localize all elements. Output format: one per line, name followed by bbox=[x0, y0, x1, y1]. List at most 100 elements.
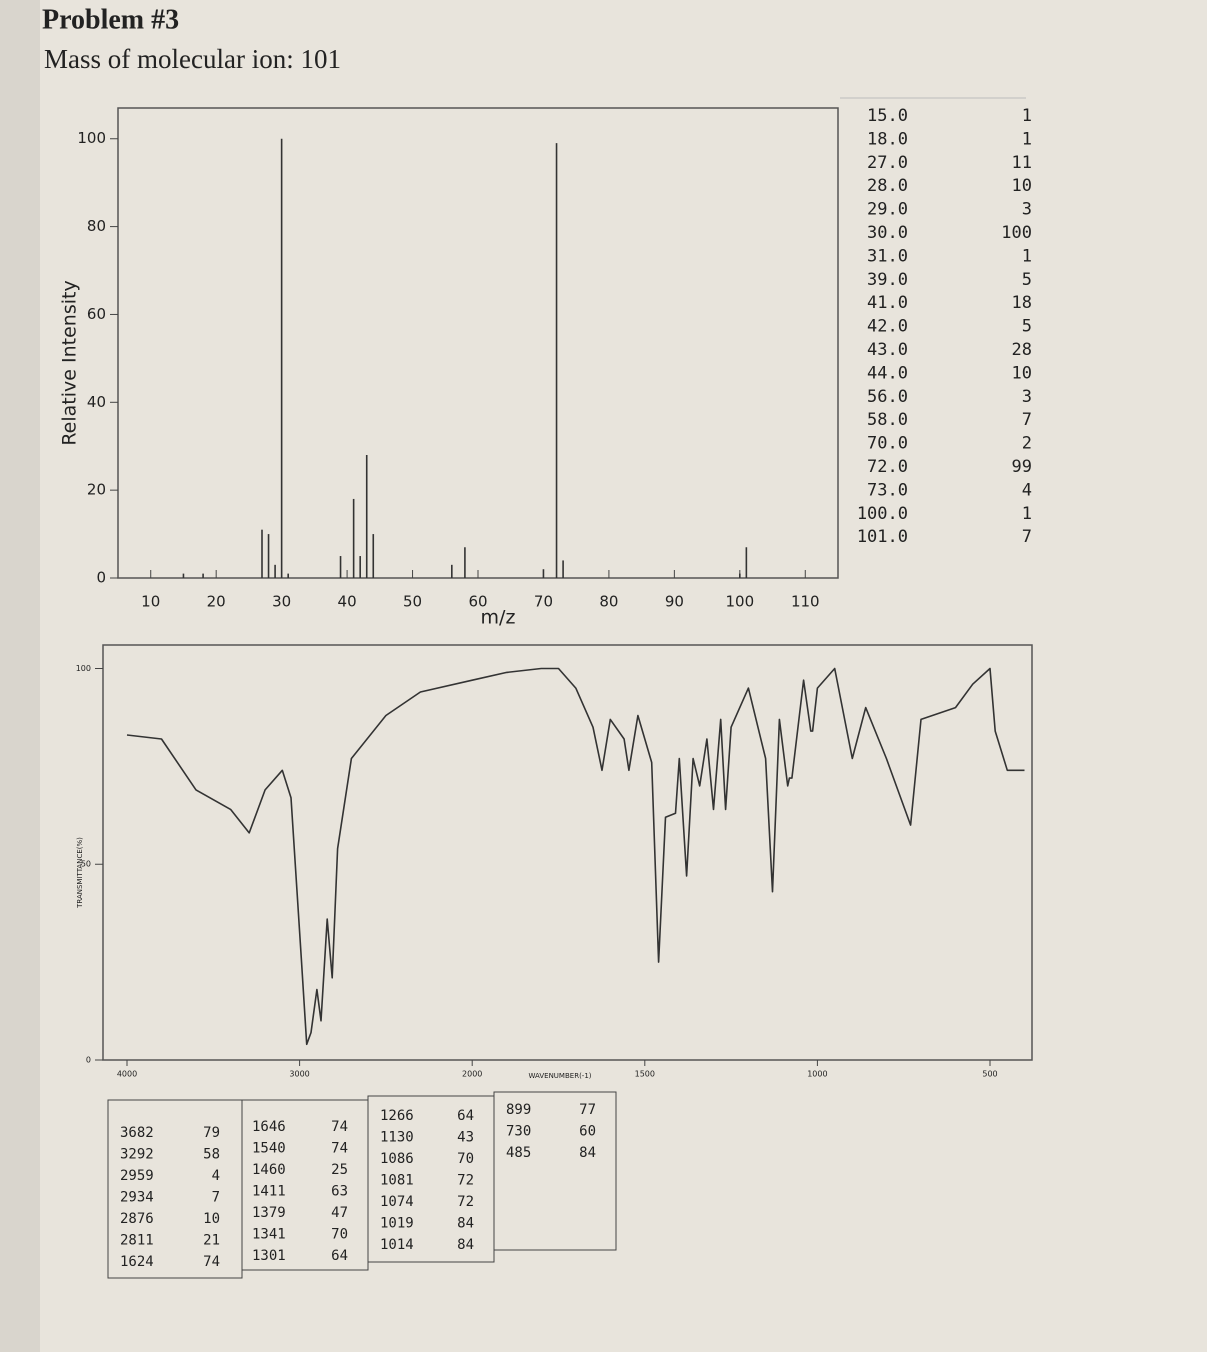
ir-transmittance: 70 bbox=[457, 1151, 474, 1167]
ir-transmittance: 79 bbox=[203, 1125, 220, 1141]
ir-transmittance: 72 bbox=[457, 1194, 474, 1210]
ir-wavenumber: 1646 bbox=[252, 1119, 286, 1135]
ir-wavenumber: 1266 bbox=[380, 1108, 414, 1124]
ms-intensity: 7 bbox=[1022, 527, 1032, 547]
ir-transmittance: 74 bbox=[331, 1119, 348, 1135]
ms-mz: 70.0 bbox=[867, 434, 908, 454]
x-axis-label: WAVENUMBER(-1) bbox=[528, 1072, 591, 1080]
x-tick-label: 70 bbox=[534, 593, 553, 611]
ir-transmittance: 64 bbox=[331, 1248, 348, 1264]
ir-wavenumber: 1379 bbox=[252, 1205, 286, 1221]
x-tick-label: 100 bbox=[725, 593, 754, 611]
ms-mz: 73.0 bbox=[867, 480, 908, 500]
x-tick-label: 40 bbox=[338, 593, 357, 611]
x-tick-label: 110 bbox=[791, 593, 820, 611]
title: Problem #3 bbox=[42, 4, 179, 35]
ir-wavenumber: 1624 bbox=[120, 1254, 154, 1270]
ir-transmittance: 74 bbox=[203, 1254, 220, 1270]
ir-transmittance: 72 bbox=[457, 1173, 474, 1189]
ir-wavenumber: 3682 bbox=[120, 1125, 154, 1141]
ir-wavenumber: 1130 bbox=[380, 1130, 414, 1146]
ir-wavenumber: 1014 bbox=[380, 1237, 414, 1253]
ms-intensity: 100 bbox=[1001, 223, 1032, 243]
y-tick-label: 60 bbox=[87, 305, 106, 323]
x-tick-label: 30 bbox=[272, 593, 291, 611]
ir-frame bbox=[102, 644, 1033, 1061]
ms-mz: 58.0 bbox=[867, 410, 908, 430]
ms-mz: 41.0 bbox=[867, 293, 908, 313]
ir-transmittance: 4 bbox=[212, 1168, 220, 1184]
x-tick-label: 60 bbox=[468, 593, 487, 611]
ir-wavenumber: 1019 bbox=[380, 1216, 414, 1232]
ir-wavenumber: 899 bbox=[506, 1102, 531, 1118]
ms-intensity: 1 bbox=[1022, 246, 1032, 266]
ir-transmittance: 77 bbox=[579, 1102, 596, 1118]
ir-wavenumber: 1081 bbox=[380, 1173, 414, 1189]
ms-intensity: 28 bbox=[1012, 340, 1032, 360]
ir-transmittance: 7 bbox=[212, 1190, 220, 1206]
ms-mz: 39.0 bbox=[867, 270, 908, 290]
ms-mz: 29.0 bbox=[867, 200, 908, 220]
ms-mz: 27.0 bbox=[867, 153, 908, 173]
x-axis-label: m/z bbox=[481, 607, 516, 629]
x-tick-label: 1000 bbox=[807, 1070, 827, 1079]
x-tick-label: 90 bbox=[665, 593, 684, 611]
y-tick-label: 100 bbox=[77, 129, 106, 147]
ir-transmittance: 47 bbox=[331, 1205, 348, 1221]
ir-transmittance: 60 bbox=[579, 1124, 596, 1140]
ms-intensity: 1 bbox=[1022, 504, 1032, 524]
ms-mz: 30.0 bbox=[867, 223, 908, 243]
y-tick-label: 40 bbox=[87, 393, 106, 411]
ms-intensity: 99 bbox=[1012, 457, 1032, 477]
x-tick-label: 80 bbox=[599, 593, 618, 611]
ms-mz: 72.0 bbox=[867, 457, 908, 477]
ms-intensity: 18 bbox=[1012, 293, 1032, 313]
ir-wavenumber: 1074 bbox=[380, 1194, 414, 1210]
ir-transmittance: 84 bbox=[457, 1216, 474, 1232]
ir-wavenumber: 2934 bbox=[120, 1190, 154, 1206]
ms-mz: 44.0 bbox=[867, 363, 908, 383]
ir-wavenumber: 1086 bbox=[380, 1151, 414, 1167]
ms-intensity: 4 bbox=[1022, 480, 1032, 500]
ms-intensity: 10 bbox=[1012, 363, 1032, 383]
ms-mz: 42.0 bbox=[867, 317, 908, 337]
ir-trace bbox=[126, 667, 1025, 1046]
x-tick-label: 10 bbox=[141, 593, 160, 611]
ms-intensity: 10 bbox=[1012, 176, 1032, 196]
y-tick-label: 0 bbox=[86, 1056, 91, 1065]
x-tick-label: 50 bbox=[403, 593, 422, 611]
ir-transmittance: 21 bbox=[203, 1233, 220, 1249]
x-tick-label: 4000 bbox=[117, 1070, 137, 1079]
ir-transmittance: 74 bbox=[331, 1141, 348, 1157]
ir-transmittance: 84 bbox=[579, 1145, 596, 1161]
ms-intensity: 3 bbox=[1022, 200, 1032, 220]
ms-mz: 101.0 bbox=[857, 527, 908, 547]
ms-intensity: 5 bbox=[1022, 270, 1032, 290]
ir-wavenumber: 1411 bbox=[252, 1184, 286, 1200]
y-tick-label: 0 bbox=[96, 569, 106, 587]
ms-intensity: 1 bbox=[1022, 106, 1032, 126]
ir-wavenumber: 1301 bbox=[252, 1248, 286, 1264]
ir-wavenumber: 485 bbox=[506, 1145, 531, 1161]
x-tick-label: 20 bbox=[207, 593, 226, 611]
y-tick-label: 50 bbox=[81, 860, 91, 869]
ir-transmittance: 25 bbox=[331, 1162, 348, 1178]
ms-intensity: 3 bbox=[1022, 387, 1032, 407]
ms-mz: 31.0 bbox=[867, 246, 908, 266]
ir-transmittance: 63 bbox=[331, 1184, 348, 1200]
ir-wavenumber: 1460 bbox=[252, 1162, 286, 1178]
ms-mz: 28.0 bbox=[867, 176, 908, 196]
ms-mz: 15.0 bbox=[867, 106, 908, 126]
ir-wavenumber: 2811 bbox=[120, 1233, 154, 1249]
ir-wavenumber: 730 bbox=[506, 1124, 531, 1140]
ms-intensity: 11 bbox=[1012, 153, 1032, 173]
ir-transmittance: 43 bbox=[457, 1130, 474, 1146]
ms-intensity: 7 bbox=[1022, 410, 1032, 430]
ir-wavenumber: 3292 bbox=[120, 1147, 154, 1163]
ir-table-box bbox=[493, 1091, 617, 1251]
subtitle: Mass of molecular ion: 101 bbox=[44, 44, 341, 74]
ms-intensity: 5 bbox=[1022, 317, 1032, 337]
ir-transmittance: 10 bbox=[203, 1211, 220, 1227]
